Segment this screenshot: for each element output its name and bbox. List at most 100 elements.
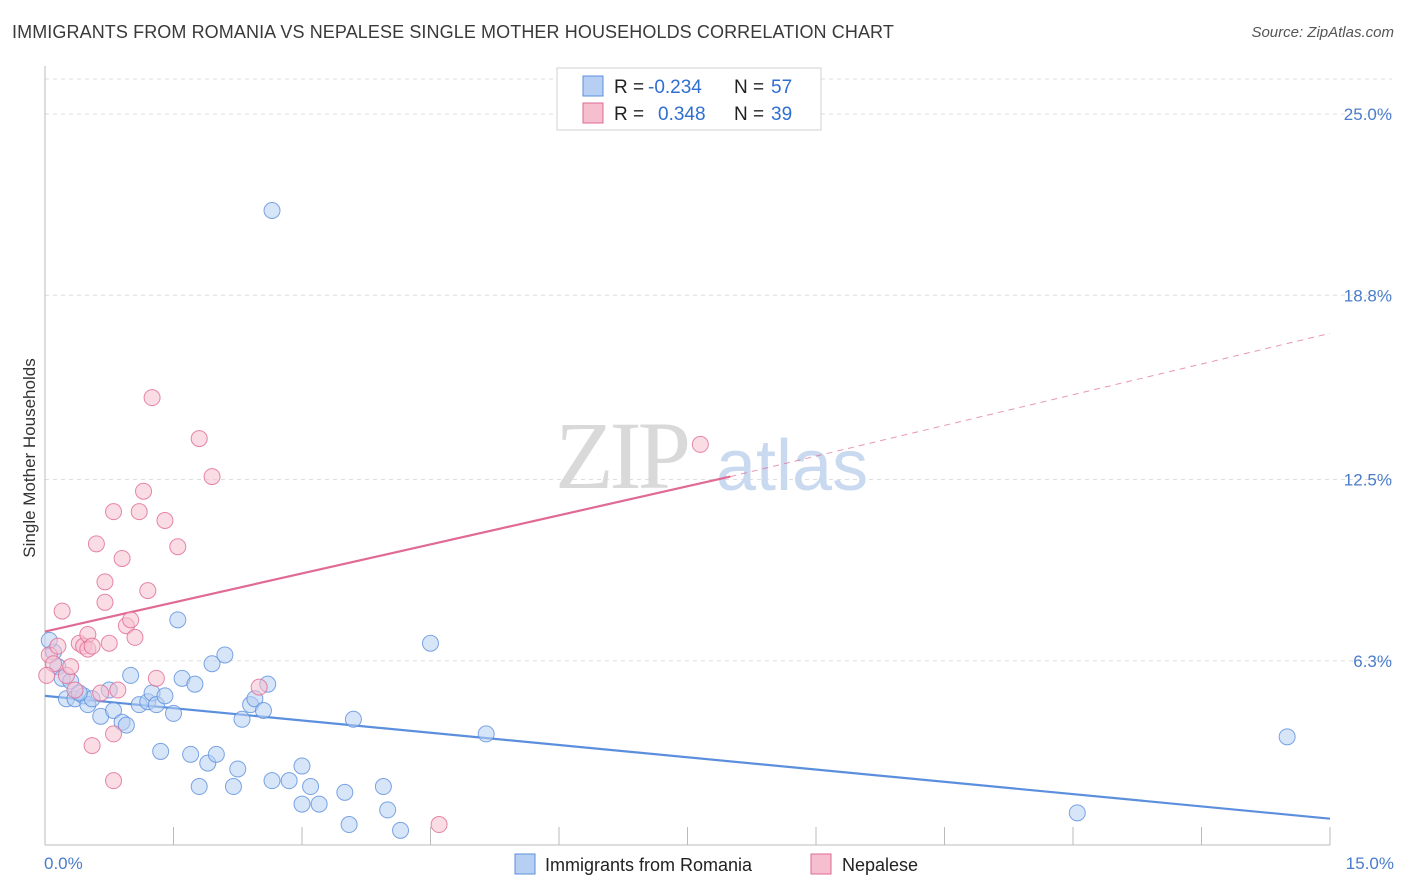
data-point bbox=[254, 701, 272, 719]
legend-swatch-nepalese bbox=[582, 102, 604, 124]
data-point bbox=[156, 511, 174, 529]
data-point bbox=[105, 772, 123, 790]
data-point bbox=[203, 655, 221, 673]
legend-n-label-1: N = bbox=[734, 104, 764, 125]
data-point bbox=[66, 681, 84, 699]
data-point bbox=[392, 821, 410, 839]
data-points bbox=[38, 202, 1296, 839]
data-point bbox=[113, 549, 131, 567]
data-point bbox=[105, 503, 123, 521]
data-point bbox=[336, 783, 354, 801]
watermark-zip: ZIP bbox=[555, 402, 688, 509]
data-point bbox=[105, 725, 123, 743]
data-point bbox=[49, 637, 67, 655]
legend-box: R = -0.234 N = 57 R = 0.348 N = 39 bbox=[556, 67, 822, 131]
y-tick-label: 25.0% bbox=[1344, 105, 1392, 124]
x-tick-label: 0.0% bbox=[44, 854, 83, 873]
data-point bbox=[38, 666, 56, 684]
chart-title: IMMIGRANTS FROM ROMANIA VS NEPALESE SING… bbox=[12, 22, 894, 42]
data-point bbox=[190, 778, 208, 796]
trend-line-extension bbox=[730, 332, 1331, 478]
data-point bbox=[165, 704, 182, 722]
y-tick-label: 6.3% bbox=[1353, 652, 1392, 671]
data-point bbox=[122, 666, 140, 684]
data-point bbox=[83, 737, 101, 755]
watermark: ZIP atlas bbox=[555, 402, 868, 509]
data-point bbox=[96, 573, 114, 591]
bottom-legend-label-romania: Immigrants from Romania bbox=[545, 855, 753, 875]
data-point bbox=[143, 389, 161, 407]
data-point bbox=[302, 778, 320, 796]
trend-line bbox=[44, 475, 731, 633]
data-point bbox=[229, 760, 247, 778]
bottom-legend: Immigrants from Romania Nepalese bbox=[514, 853, 918, 875]
data-point bbox=[139, 582, 157, 600]
source-label: Source: ZipAtlas.com bbox=[1251, 24, 1394, 41]
data-point bbox=[147, 669, 165, 687]
y-tick-labels: 6.3% 12.5% 18.8% 25.0% bbox=[1344, 105, 1392, 671]
data-point bbox=[109, 681, 127, 699]
data-point bbox=[293, 795, 311, 813]
legend-swatch-romania bbox=[582, 75, 604, 97]
legend-r-value-1: 0.348 bbox=[658, 104, 706, 125]
legend-n-label-0: N = bbox=[734, 77, 764, 98]
data-point bbox=[186, 675, 204, 693]
data-point bbox=[182, 745, 200, 763]
data-point bbox=[62, 658, 80, 676]
data-point bbox=[263, 202, 281, 220]
data-point bbox=[53, 602, 71, 620]
data-point bbox=[379, 801, 397, 819]
y-axis-label: Single Mother Households bbox=[20, 358, 39, 557]
data-point bbox=[216, 646, 234, 664]
data-point bbox=[1278, 728, 1296, 746]
data-point bbox=[169, 538, 187, 556]
watermark-atlas: atlas bbox=[716, 426, 868, 506]
bottom-legend-swatch-romania bbox=[514, 853, 536, 875]
legend-n-value-1: 39 bbox=[771, 104, 792, 125]
data-point bbox=[96, 593, 114, 611]
data-point bbox=[87, 535, 105, 553]
x-tick-label: 15.0% bbox=[1346, 854, 1394, 873]
data-point bbox=[250, 678, 268, 696]
data-point bbox=[263, 772, 281, 790]
data-point bbox=[691, 435, 709, 453]
bottom-legend-swatch-nepalese bbox=[810, 853, 832, 875]
data-point bbox=[1068, 804, 1086, 822]
data-point bbox=[422, 634, 439, 652]
axes bbox=[44, 66, 1331, 846]
data-point bbox=[105, 701, 123, 719]
data-point bbox=[224, 778, 242, 796]
data-point bbox=[130, 503, 148, 521]
data-point bbox=[190, 430, 208, 448]
data-point bbox=[310, 795, 328, 813]
data-point bbox=[122, 611, 140, 629]
data-point bbox=[477, 725, 495, 743]
bottom-legend-label-nepalese: Nepalese bbox=[842, 855, 918, 875]
data-point bbox=[83, 637, 101, 655]
data-point bbox=[430, 816, 448, 834]
y-tick-label: 18.8% bbox=[1344, 286, 1392, 305]
data-point bbox=[92, 684, 110, 702]
data-point bbox=[135, 482, 153, 500]
legend-r-value-0: -0.234 bbox=[648, 77, 702, 98]
data-point bbox=[100, 634, 118, 652]
trend-lines bbox=[44, 332, 1331, 820]
x-tick-labels: 0.0% 15.0% bbox=[44, 854, 1394, 873]
data-point bbox=[117, 716, 135, 734]
data-point bbox=[280, 772, 298, 790]
grid-lines bbox=[45, 78, 1392, 662]
data-point bbox=[152, 742, 170, 760]
data-point bbox=[156, 687, 174, 705]
data-point bbox=[233, 710, 251, 728]
data-point bbox=[207, 745, 225, 763]
data-point bbox=[126, 628, 144, 646]
y-tick-label: 12.5% bbox=[1344, 471, 1392, 490]
data-point bbox=[203, 468, 221, 486]
data-point bbox=[169, 611, 187, 629]
legend-r-label-0: R = bbox=[614, 77, 644, 98]
data-point bbox=[344, 710, 362, 728]
legend-r-label-1: R = bbox=[614, 104, 644, 125]
legend-n-value-0: 57 bbox=[771, 77, 792, 98]
data-point bbox=[374, 778, 392, 796]
